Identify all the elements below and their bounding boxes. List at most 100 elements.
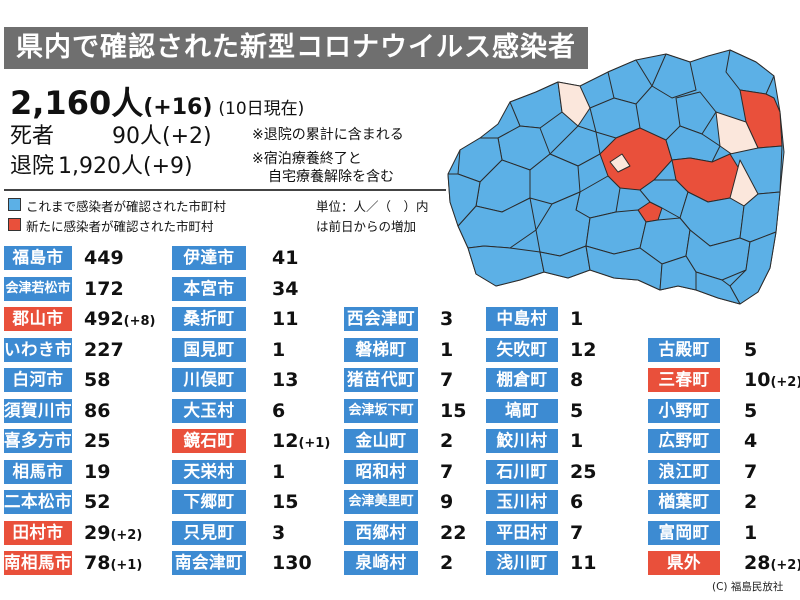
case-count: 58 <box>84 369 111 391</box>
map-region <box>675 91 717 135</box>
case-count: 1 <box>272 338 286 361</box>
municipality-name: 天栄村 <box>172 459 246 484</box>
case-count: 172 <box>84 277 124 300</box>
case-count: 3 <box>272 521 286 544</box>
municipality-count: 6 <box>570 490 583 514</box>
municipality-count: 28(+2) <box>744 551 800 578</box>
municipality-count: 41 <box>272 246 298 270</box>
case-count: 6 <box>272 399 286 422</box>
municipality-count: 25 <box>570 460 596 484</box>
municipality-name: 金山町 <box>344 429 418 453</box>
municipality-count: 11 <box>570 551 596 575</box>
municipality-count: 10(+2) <box>744 368 800 395</box>
municipality-count: 13 <box>272 368 298 392</box>
case-count: 7 <box>440 460 454 483</box>
case-increase: (+2) <box>110 527 143 543</box>
municipality-count: 6 <box>272 399 285 423</box>
deaths-figures: 90人(+2) <box>112 118 212 150</box>
page-title: 県内で確認された新型コロナウイルス感染者 <box>4 27 588 69</box>
note-deaths: ※退院の累計に含まれる <box>252 127 404 143</box>
municipality-count: 1 <box>744 521 757 545</box>
municipality-name: 棚倉町 <box>486 368 558 392</box>
municipality-count: 1 <box>570 429 583 453</box>
case-count: 7 <box>440 369 454 391</box>
municipality-name: 昭和村 <box>344 459 418 484</box>
municipality-name: 只見町 <box>172 520 246 545</box>
total-value: 2,160人 <box>10 84 144 122</box>
map-region <box>557 81 591 127</box>
case-increase: (+8) <box>123 314 156 329</box>
case-count: 15 <box>440 399 467 422</box>
case-count: 29 <box>84 521 111 544</box>
municipality-name: 川俣町 <box>172 368 246 392</box>
municipality-count: 7 <box>570 521 583 545</box>
case-count: 6 <box>570 491 584 513</box>
case-count: 8 <box>570 369 584 391</box>
municipality-count: 1 <box>272 338 285 362</box>
case-count: 9 <box>440 491 454 513</box>
total-increase: (+16) <box>143 95 213 120</box>
municipality-name: 広野町 <box>648 429 720 453</box>
case-count: 22 <box>440 521 467 544</box>
deaths-label: 死者 <box>10 124 55 149</box>
case-count: 28 <box>744 552 771 574</box>
case-count: 13 <box>272 369 299 391</box>
total-cases: 2,160人(+16) (10日現在) <box>10 78 304 124</box>
municipality-name: 白河市 <box>4 368 72 392</box>
municipality-name: 富岡町 <box>648 520 720 545</box>
municipality-name: 郡山市 <box>4 307 72 331</box>
municipality-name: 須賀川市 <box>4 398 72 423</box>
legend-new-swatch <box>8 218 21 231</box>
note-recovered-2: 自宅療養解除を含む <box>268 169 394 185</box>
deaths-value: 90人 <box>112 124 162 149</box>
municipality-count: 15 <box>272 490 298 514</box>
municipality-name: 矢吹町 <box>486 337 558 362</box>
municipality-name: 塙町 <box>486 398 558 423</box>
municipality-name: 伊達市 <box>172 246 246 270</box>
municipality-name: 鮫川村 <box>486 429 558 453</box>
municipality-count: 227 <box>84 338 124 362</box>
recovered-figures: 1,920人(+9) <box>58 148 193 180</box>
municipality-count: 130 <box>272 551 312 575</box>
case-count: 15 <box>272 491 299 513</box>
municipality-count: 78(+1) <box>84 551 142 578</box>
municipality-name: 玉川村 <box>486 490 558 514</box>
municipality-name: 国見町 <box>172 337 246 362</box>
municipality-count: 492(+8) <box>84 307 156 334</box>
municipality-count: 1 <box>570 307 583 331</box>
municipality-name: 下郷町 <box>172 490 246 514</box>
municipality-count: 2 <box>440 551 453 575</box>
case-increase: (+1) <box>298 436 331 451</box>
municipality-count: 2 <box>440 429 453 453</box>
municipality-count: 34 <box>272 277 298 301</box>
municipality-name: 磐梯町 <box>344 337 418 362</box>
case-count: 12 <box>570 338 597 361</box>
legend-existing-label: これまで感染者が確認された市町村 <box>26 199 227 214</box>
case-count: 5 <box>570 399 584 422</box>
municipality-name: 大玉村 <box>172 398 246 423</box>
municipality-count: 25 <box>84 429 110 453</box>
recovered-label: 退院 <box>10 154 55 179</box>
municipality-name: 古殿町 <box>648 337 720 362</box>
municipality-name: 相馬市 <box>4 459 72 484</box>
case-count: 78 <box>84 552 111 574</box>
municipality-name: 二本松市 <box>4 490 72 514</box>
municipality-count: 1 <box>440 338 453 362</box>
municipality-name: 三春町 <box>648 368 720 392</box>
municipality-count: 52 <box>84 490 110 514</box>
municipality-count: 2 <box>744 490 757 514</box>
case-count: 2 <box>744 491 758 513</box>
municipality-name: 石川町 <box>486 459 558 484</box>
municipality-name: 本宮市 <box>172 276 246 301</box>
note-recovered-1: ※宿泊療養終了と <box>252 151 362 167</box>
case-count: 5 <box>744 338 758 361</box>
map-region <box>607 59 653 105</box>
map-region <box>585 209 647 255</box>
case-count: 86 <box>84 399 111 422</box>
municipality-name: 西会津町 <box>344 307 418 331</box>
municipality-name: 平田村 <box>486 520 558 545</box>
municipality-count: 4 <box>744 429 757 453</box>
case-count: 12 <box>272 430 299 452</box>
unit-note-1: 単位：人／（ ）内 <box>316 199 429 214</box>
